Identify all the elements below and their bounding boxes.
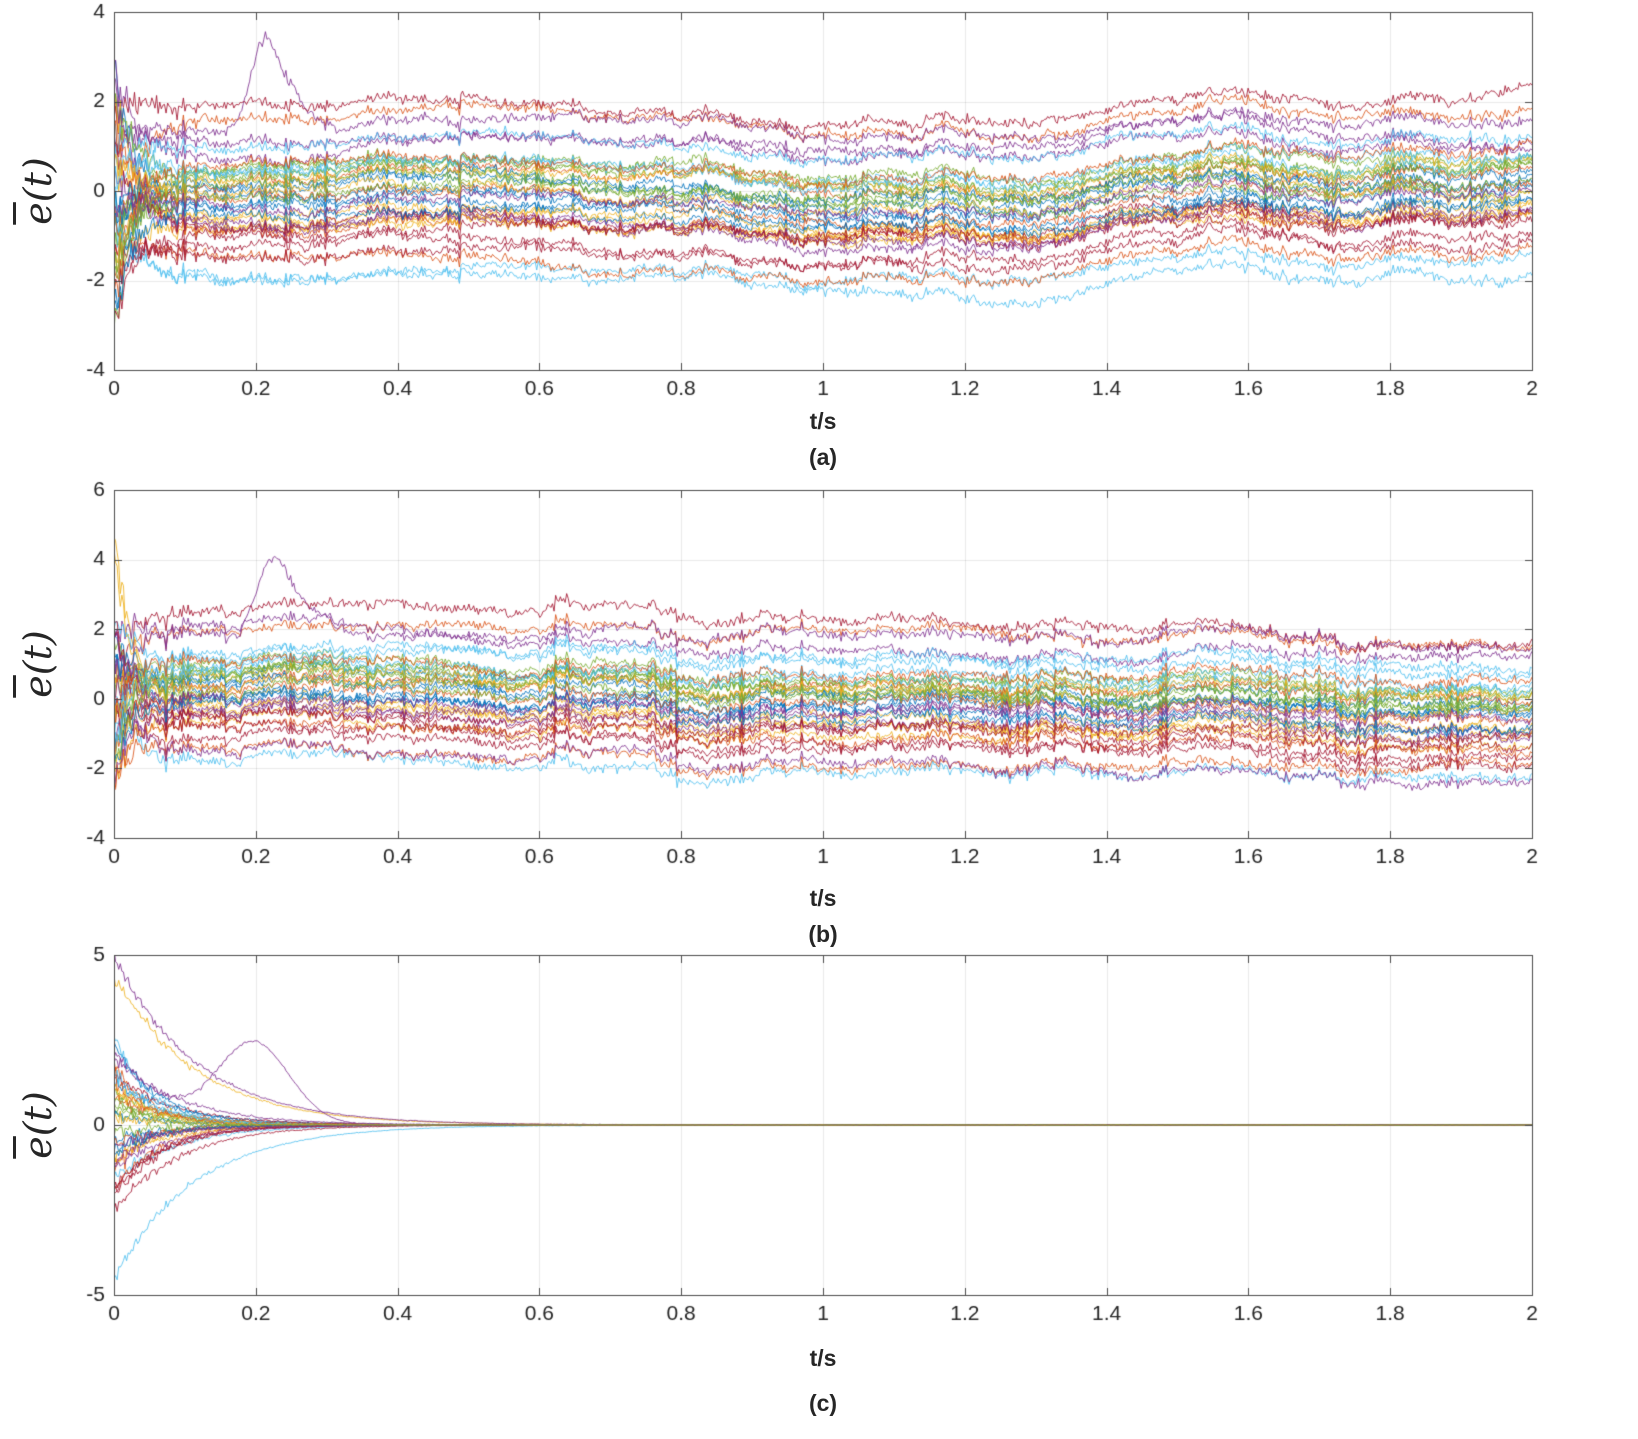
ylabel-rest-text: (t) xyxy=(16,1091,60,1137)
subplot-a-canvas xyxy=(0,0,1638,470)
subplot-c-y-axis-label: e(t) xyxy=(16,1091,60,1158)
ylabel-ebar-text: e xyxy=(16,202,60,225)
subplot-b-y-axis-label: e(t) xyxy=(16,630,60,697)
subplot-b-canvas xyxy=(0,470,1638,935)
subplot-c-caption: (c) xyxy=(808,1390,838,1416)
subplot-c-x-axis-label: t/s xyxy=(809,1345,837,1371)
subplot-a-y-axis-label: e(t) xyxy=(16,157,60,224)
subplot-a-x-axis-label: t/s xyxy=(809,408,837,434)
subplot-a-caption: (a) xyxy=(808,444,838,470)
subplot-b-caption: (b) xyxy=(808,921,838,947)
subplot-b-x-axis-label: t/s xyxy=(809,885,837,911)
ylabel-ebar-text: e xyxy=(16,1136,60,1159)
subplot-c-canvas xyxy=(0,935,1638,1439)
ylabel-rest-text: (t) xyxy=(16,157,60,203)
ylabel-rest-text: (t) xyxy=(16,630,60,676)
ylabel-ebar-text: e xyxy=(16,675,60,698)
